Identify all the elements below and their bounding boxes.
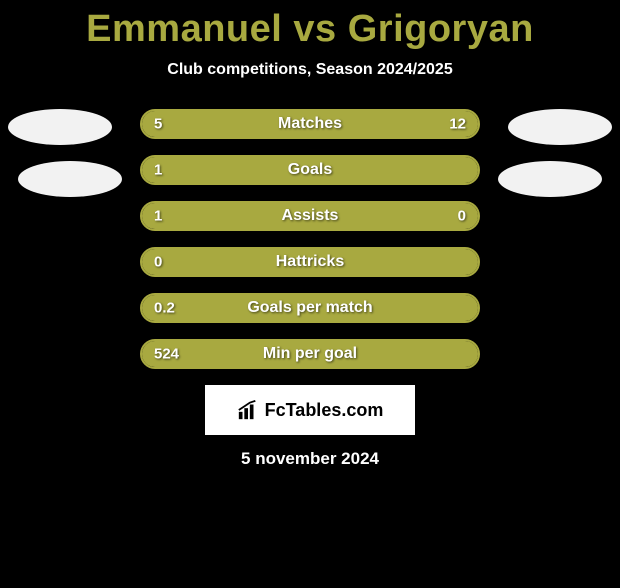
date-text: 5 november 2024	[0, 449, 620, 469]
stat-value-left: 0.2	[154, 300, 175, 317]
stat-value-left: 1	[154, 162, 162, 179]
stat-label: Matches	[142, 115, 478, 133]
stat-label: Goals per match	[142, 299, 478, 317]
stat-row: Goals1	[140, 155, 480, 185]
stat-row: Goals per match0.2	[140, 293, 480, 323]
stat-value-left: 524	[154, 346, 179, 363]
stat-row: Matches5 12	[140, 109, 480, 139]
stat-value-left: 0	[154, 254, 162, 271]
stat-row: Hattricks0	[140, 247, 480, 277]
subtitle: Club competitions, Season 2024/2025	[0, 61, 620, 79]
stat-label: Hattricks	[142, 253, 478, 271]
player1-name: Emmanuel	[86, 8, 282, 50]
stat-value-left: 5	[154, 116, 162, 133]
stat-label: Min per goal	[142, 345, 478, 363]
stat-row: Min per goal524	[140, 339, 480, 369]
comparison-title: Emmanuel vs Grigoryan	[0, 8, 620, 51]
stat-value-left: 1	[154, 208, 162, 225]
stat-row: Assists1 0	[140, 201, 480, 231]
stat-value-right: 12	[449, 116, 466, 133]
stat-label: Assists	[142, 207, 478, 225]
bars-icon	[237, 399, 259, 421]
logo-box: FcTables.com	[205, 385, 415, 435]
player2-avatar-top	[508, 109, 612, 145]
stat-value-right: 0	[458, 208, 466, 225]
stat-label: Goals	[142, 161, 478, 179]
vs-text: vs	[293, 8, 336, 50]
player1-avatar-top	[8, 109, 112, 145]
player2-name: Grigoryan	[348, 8, 534, 50]
player2-avatar-bottom	[498, 161, 602, 197]
stat-bars: Matches512Goals1Assists10Hattricks0Goals…	[140, 109, 480, 369]
player1-avatar-bottom	[18, 161, 122, 197]
chart-area: Matches512Goals1Assists10Hattricks0Goals…	[0, 109, 620, 369]
logo-text: FcTables.com	[265, 400, 384, 421]
